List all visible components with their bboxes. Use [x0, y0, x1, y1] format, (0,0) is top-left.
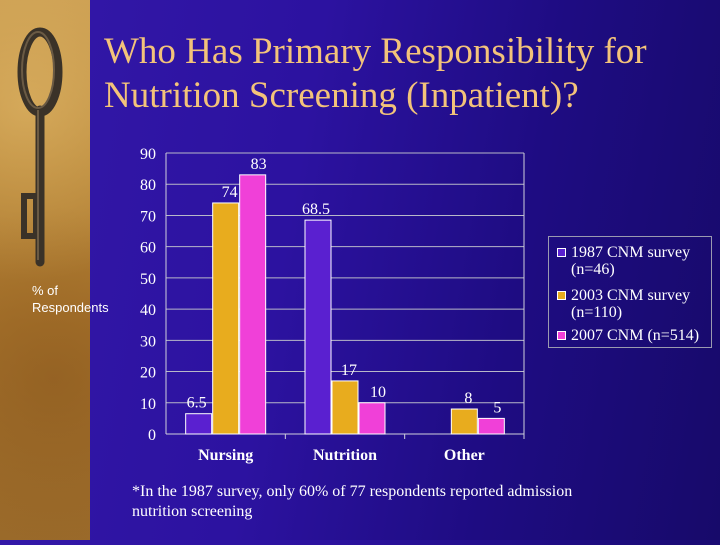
- bar-1987-nutrition: [304, 219, 332, 435]
- x-tick-label: Nutrition: [313, 447, 377, 464]
- data-label-2007-nursing: 83: [251, 156, 267, 173]
- legend-label-1987-line-2: (n=46): [571, 261, 615, 278]
- bar-2003-nutrition: [331, 380, 359, 435]
- y-tick-label: 10: [140, 396, 156, 413]
- y-tick-label: 90: [140, 146, 156, 163]
- y-axis-label: % of Respondents: [32, 282, 109, 316]
- bar-2003-nursing: [212, 202, 240, 435]
- y-tick-label: 50: [140, 271, 156, 288]
- data-label-1987-nutrition: 68.5: [302, 201, 330, 218]
- bar-2003-other: [450, 408, 478, 435]
- chart-legend: 1987 CNM survey (n=46) 2003 CNM survey (…: [548, 236, 712, 348]
- y-axis-label-line-2: Respondents: [32, 300, 109, 315]
- legend-label-2007-line-1: 2007 CNM (n=514): [571, 327, 700, 344]
- legend-item-2007: 2007 CNM (n=514): [557, 327, 709, 344]
- slide-title: Who Has Primary Responsibility for Nutri…: [104, 30, 704, 118]
- bar-2007-nutrition: [358, 402, 386, 435]
- legend-swatch-2007: [557, 331, 566, 340]
- x-tick-label: Other: [444, 447, 485, 464]
- legend-swatch-2003: [557, 291, 566, 300]
- data-label-2003-other: 8: [464, 390, 472, 407]
- legend-item-2003: 2003 CNM survey (n=110): [557, 287, 709, 321]
- data-label-2003-nutrition: 17: [341, 362, 357, 379]
- title-line-1: Who Has Primary Responsibility for: [104, 31, 647, 72]
- y-tick-label: 80: [140, 177, 156, 194]
- footnote: *In the 1987 survey, only 60% of 77 resp…: [132, 483, 573, 520]
- y-tick-label: 60: [140, 240, 156, 257]
- y-tick-label: 0: [148, 427, 156, 444]
- y-tick-label: 30: [140, 333, 156, 350]
- title-line-2: Nutrition Screening (Inpatient)?: [104, 75, 579, 116]
- bar-2007-nursing: [239, 174, 267, 435]
- bar-1987-nursing: [185, 413, 213, 435]
- y-axis-label-line-1: % of: [32, 283, 59, 298]
- key-photo: [0, 0, 90, 540]
- key-icon: [17, 27, 63, 267]
- y-tick-label: 20: [140, 365, 156, 382]
- legend-swatch-1987: [557, 248, 566, 257]
- bar-2007-other: [477, 417, 505, 435]
- legend-label-1987-line-1: 1987 CNM survey: [571, 244, 691, 261]
- x-tick-label: Nursing: [198, 447, 253, 464]
- data-label-2003-nursing: 74: [222, 184, 238, 201]
- legend-item-1987: 1987 CNM survey (n=46): [557, 244, 709, 278]
- y-tick-label: 40: [140, 302, 156, 319]
- data-label-1987-nursing: 6.5: [187, 395, 207, 412]
- legend-label-2003-line-2: (n=110): [571, 304, 623, 321]
- y-tick-label: 70: [140, 208, 156, 225]
- legend-label-2003-line-1: 2003 CNM survey: [571, 287, 691, 304]
- data-label-2007-nutrition: 10: [370, 384, 386, 401]
- data-label-2007-other: 5: [493, 399, 501, 416]
